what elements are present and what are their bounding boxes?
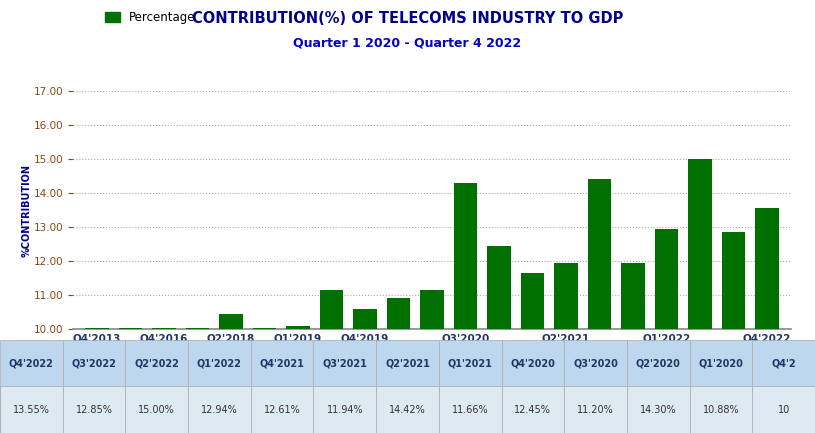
Text: CONTRIBUTION(%) OF TELECOMS INDUSTRY TO GDP: CONTRIBUTION(%) OF TELECOMS INDUSTRY TO … xyxy=(192,11,623,26)
Bar xyxy=(554,263,578,329)
Text: Quarter 1 2020 - Quarter 4 2022: Quarter 1 2020 - Quarter 4 2022 xyxy=(293,37,522,50)
Bar xyxy=(689,159,711,329)
Bar xyxy=(654,229,678,329)
Bar xyxy=(588,179,611,329)
Bar xyxy=(421,290,443,329)
Bar xyxy=(454,183,478,329)
Bar xyxy=(521,273,544,329)
Bar xyxy=(353,309,377,329)
Bar xyxy=(319,290,343,329)
Y-axis label: %CONTRIBUTION: %CONTRIBUTION xyxy=(21,164,31,256)
Legend: Percentage: Percentage xyxy=(101,6,200,29)
Bar xyxy=(756,208,779,329)
Bar xyxy=(186,328,209,329)
Bar xyxy=(119,328,142,329)
Bar xyxy=(219,314,243,329)
Bar xyxy=(722,232,745,329)
Bar xyxy=(621,263,645,329)
Bar xyxy=(152,328,175,329)
Bar xyxy=(487,246,511,329)
Bar xyxy=(386,298,410,329)
Bar xyxy=(286,326,310,329)
Bar xyxy=(85,328,108,329)
Bar xyxy=(253,328,276,329)
